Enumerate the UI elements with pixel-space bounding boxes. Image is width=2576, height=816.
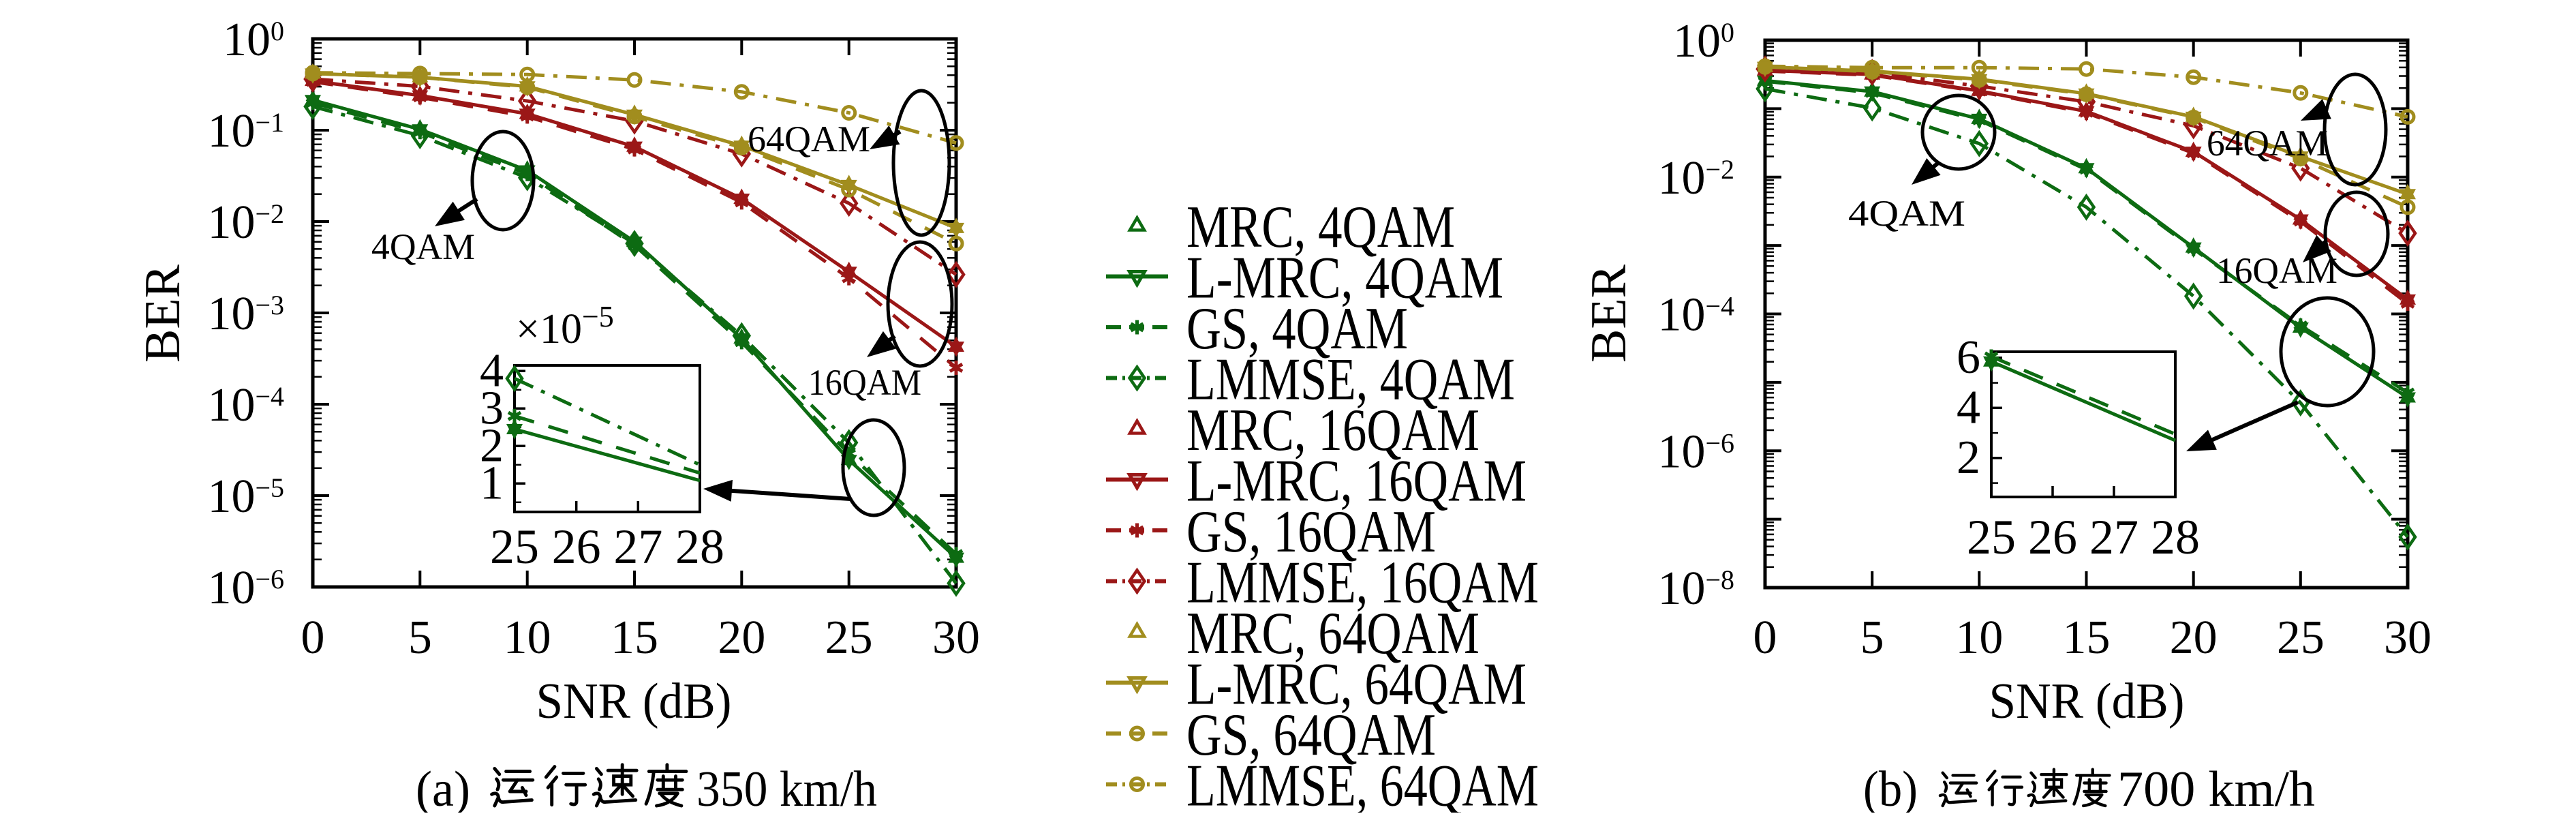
svg-text:2: 2 bbox=[480, 419, 504, 472]
svg-text:27: 27 bbox=[613, 519, 662, 574]
svg-text:3: 3 bbox=[480, 382, 504, 434]
svg-text:20: 20 bbox=[2170, 611, 2218, 664]
svg-text:10−6: 10−6 bbox=[1657, 425, 1734, 478]
svg-text:16QAM: 16QAM bbox=[2216, 250, 2337, 291]
svg-text:BER: BER bbox=[1581, 264, 1637, 363]
svg-text:26: 26 bbox=[2028, 510, 2077, 564]
svg-text:25: 25 bbox=[825, 611, 873, 664]
svg-text:LMMSE, 4QAM: LMMSE, 4QAM bbox=[1186, 347, 1515, 413]
svg-text:4QAM: 4QAM bbox=[1848, 193, 1965, 234]
svg-text:SNR (dB): SNR (dB) bbox=[1989, 674, 2185, 729]
svg-text:2: 2 bbox=[1957, 432, 1980, 484]
svg-text:28: 28 bbox=[2151, 510, 2200, 564]
svg-text:6: 6 bbox=[1957, 331, 1980, 384]
svg-text:16QAM: 16QAM bbox=[808, 362, 921, 403]
svg-text:5: 5 bbox=[408, 611, 432, 664]
svg-text:(a): (a) bbox=[416, 761, 470, 813]
svg-text:(b): (b) bbox=[1863, 761, 1918, 813]
svg-text:GS, 4QAM: GS, 4QAM bbox=[1186, 296, 1408, 362]
svg-text:27: 27 bbox=[2089, 510, 2138, 564]
svg-text:MRC, 64QAM: MRC, 64QAM bbox=[1186, 601, 1479, 667]
svg-text:4: 4 bbox=[1957, 381, 1980, 434]
svg-text:4QAM: 4QAM bbox=[371, 226, 475, 267]
svg-text:28: 28 bbox=[675, 519, 724, 574]
svg-text:SNR (dB): SNR (dB) bbox=[536, 674, 732, 729]
svg-text:25: 25 bbox=[490, 519, 539, 574]
svg-text:L-MRC, 64QAM: L-MRC, 64QAM bbox=[1186, 652, 1527, 718]
svg-text:MRC, 4QAM: MRC, 4QAM bbox=[1186, 194, 1455, 260]
svg-text:15: 15 bbox=[611, 611, 658, 664]
svg-text:20: 20 bbox=[718, 611, 765, 664]
svg-text:30: 30 bbox=[2384, 611, 2432, 664]
svg-text:700 km/h: 700 km/h bbox=[2117, 761, 2315, 813]
svg-text:64QAM: 64QAM bbox=[2207, 123, 2328, 164]
svg-text:25: 25 bbox=[1967, 510, 2016, 564]
svg-text:10: 10 bbox=[504, 611, 551, 664]
svg-text:5: 5 bbox=[1860, 611, 1884, 664]
svg-text:64QAM: 64QAM bbox=[748, 119, 870, 160]
svg-text:GS, 16QAM: GS, 16QAM bbox=[1186, 499, 1436, 565]
svg-text:0: 0 bbox=[1753, 611, 1777, 664]
svg-text:LMMSE, 64QAM: LMMSE, 64QAM bbox=[1186, 753, 1539, 813]
svg-text:15: 15 bbox=[2063, 611, 2111, 664]
svg-text:25: 25 bbox=[2277, 611, 2325, 664]
svg-text:10−8: 10−8 bbox=[1657, 562, 1734, 615]
svg-text:LMMSE, 16QAM: LMMSE, 16QAM bbox=[1186, 550, 1539, 616]
svg-text:L-MRC, 4QAM: L-MRC, 4QAM bbox=[1186, 245, 1503, 312]
svg-text:MRC, 16QAM: MRC, 16QAM bbox=[1186, 397, 1479, 464]
svg-text:1: 1 bbox=[480, 457, 504, 509]
svg-text:30: 30 bbox=[932, 611, 980, 664]
svg-text:GS, 64QAM: GS, 64QAM bbox=[1186, 702, 1436, 768]
svg-text:BER: BER bbox=[135, 264, 191, 363]
svg-text:350 km/h: 350 km/h bbox=[696, 761, 877, 813]
svg-text:10−4: 10−4 bbox=[1657, 289, 1734, 342]
svg-text:L-MRC, 16QAM: L-MRC, 16QAM bbox=[1186, 449, 1527, 515]
svg-text:0: 0 bbox=[301, 611, 325, 664]
svg-text:10: 10 bbox=[1955, 611, 2003, 664]
svg-text:4: 4 bbox=[480, 344, 504, 397]
svg-text:26: 26 bbox=[552, 519, 601, 574]
svg-text:10−1: 10−1 bbox=[207, 105, 284, 157]
